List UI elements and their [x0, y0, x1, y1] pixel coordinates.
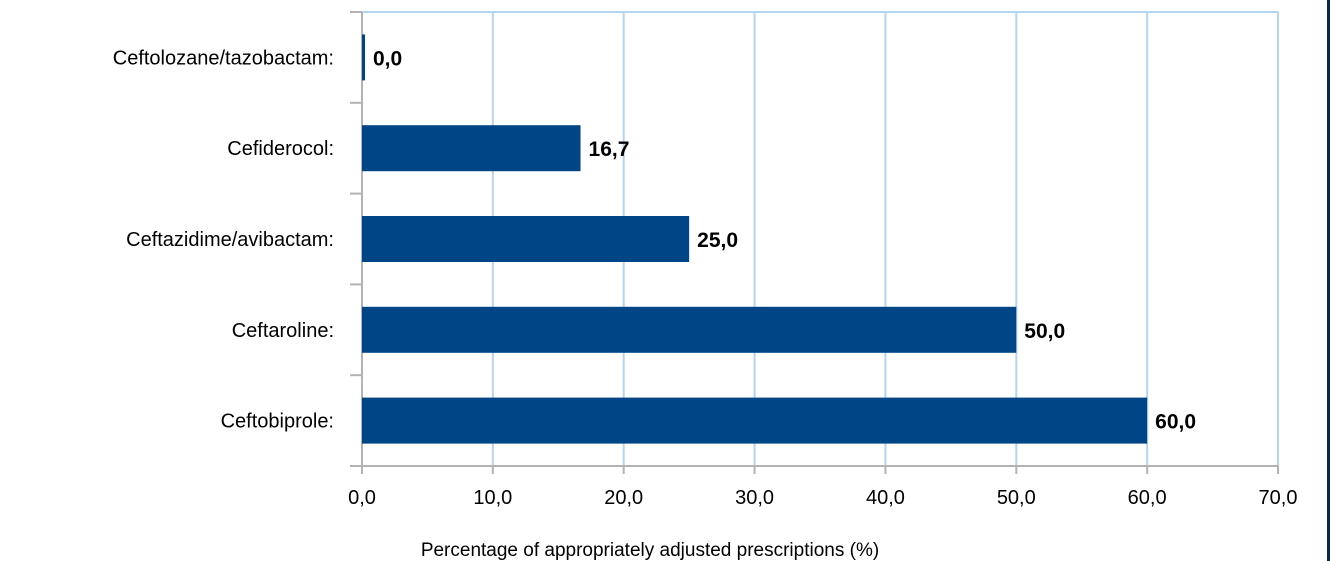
category-label: Cefiderocol: — [227, 138, 334, 160]
labels: 0,0 10,0 20,0 30,0 40,0 50,0 60,0 70,0 Ceftoloza… — [113, 47, 1298, 509]
x-tick-label: 50,0 — [997, 487, 1036, 509]
data-label: 50,0 — [1024, 320, 1065, 343]
bar — [362, 34, 365, 81]
bar — [362, 125, 581, 172]
right-frame-line — [1327, 0, 1330, 561]
category-label: Ceftolozane/tazobactam: — [113, 47, 334, 69]
x-tick-label: 70,0 — [1259, 487, 1298, 509]
x-tick-label: 30,0 — [735, 487, 774, 509]
x-axis-title: Percentage of appropriately adjusted pre… — [421, 540, 879, 561]
data-label: 0,0 — [373, 47, 402, 70]
data-label: 25,0 — [697, 229, 738, 252]
category-label: Ceftobiprole: — [221, 411, 334, 433]
bar — [362, 216, 690, 262]
x-tick-label: 60,0 — [1128, 487, 1167, 509]
category-label: Ceftaroline: — [232, 320, 334, 342]
x-tick-label: 10,0 — [473, 487, 512, 509]
category-label: Ceftazidime/avibactam: — [126, 229, 334, 251]
right-frame-border — [1327, 0, 1339, 561]
x-tick-label: 0,0 — [348, 487, 376, 509]
x-tick-label: 40,0 — [866, 487, 905, 509]
bar — [362, 306, 1017, 353]
bars — [362, 34, 1148, 444]
data-label: 60,0 — [1155, 411, 1196, 434]
data-label: 16,7 — [589, 138, 630, 161]
grid-lines — [362, 11, 1279, 466]
bar — [362, 397, 1148, 444]
x-tick-label: 20,0 — [604, 487, 643, 509]
